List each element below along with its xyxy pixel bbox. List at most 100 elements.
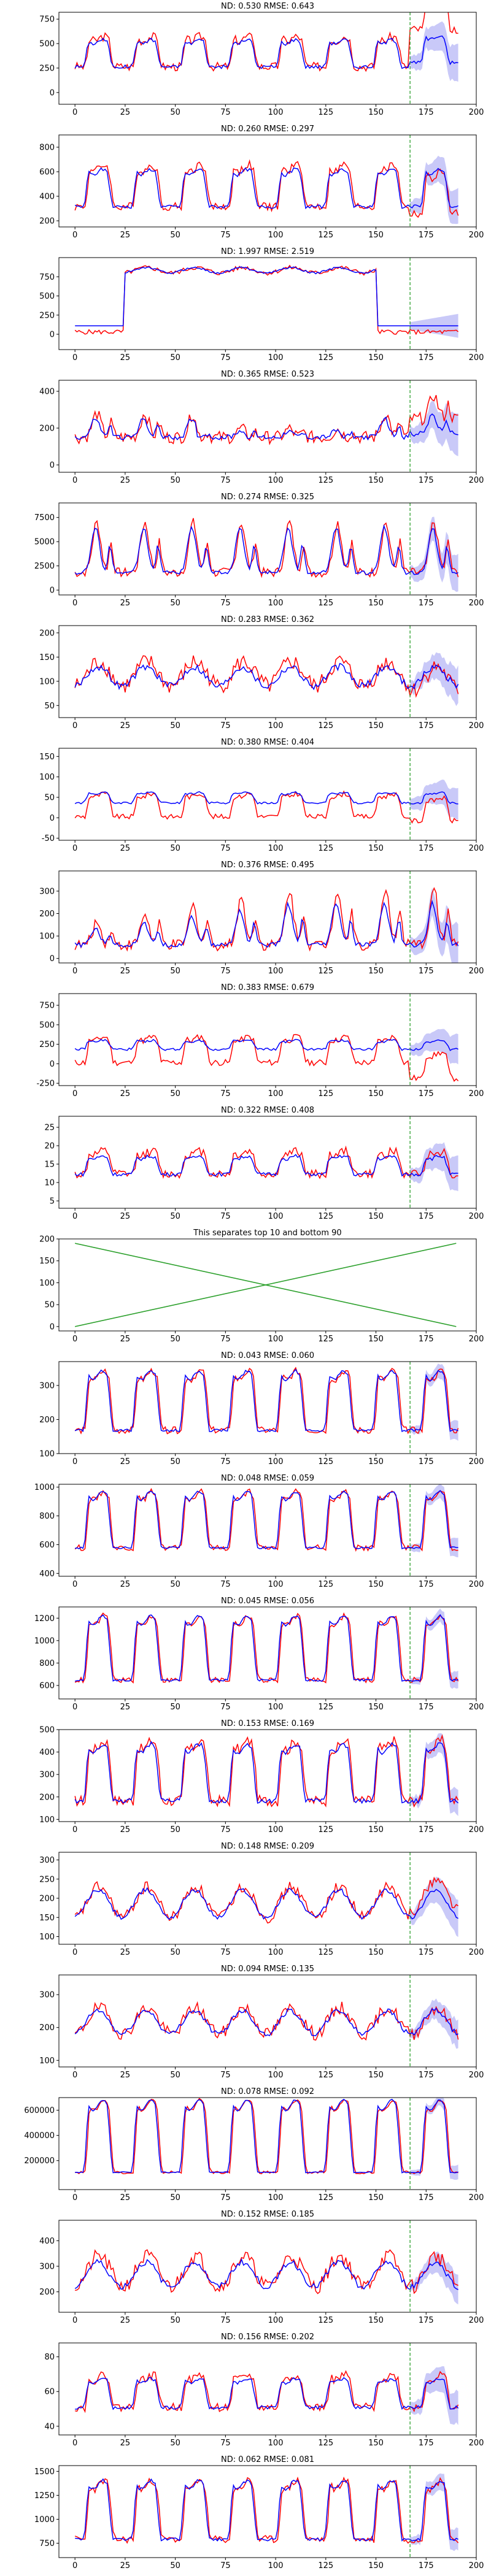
predicted-series-line <box>74 413 458 441</box>
y-tick-label: 5 <box>50 1197 55 1206</box>
chart-panel-6: ND: 0.283 RMSE: 0.362 0 25 50 75 100 125 150 175… <box>39 615 484 730</box>
prediction-interval-band <box>410 780 458 820</box>
plot-area <box>74 2220 458 2312</box>
x-tick-label: 175 <box>419 2561 434 2570</box>
x-tick-label: 0 <box>72 2439 77 2448</box>
predicted-series-line <box>75 2377 459 2410</box>
chart-panel-3: ND: 1.997 RMSE: 2.519 0 25 50 75 100 125 150 175… <box>39 247 484 362</box>
panel-title: ND: 0.048 RMSE: 0.059 <box>221 1474 314 1483</box>
x-tick-label: 50 <box>170 1089 180 1098</box>
prediction-interval-band <box>410 2252 458 2305</box>
panel-title: ND: 0.260 RMSE: 0.297 <box>221 125 314 134</box>
x-tick-label: 25 <box>120 476 131 485</box>
x-tick-label: 175 <box>419 1580 434 1589</box>
y-tick-label: 300 <box>39 1856 55 1865</box>
x-tick-label: 0 <box>72 1825 77 1834</box>
chart-panel-8: ND: 0.376 RMSE: 0.495 0 25 50 75 100 125 150 175… <box>39 861 484 976</box>
y-tick-label: 300 <box>39 887 55 896</box>
axes-frame <box>58 2220 477 2313</box>
x-tick-label: 25 <box>120 1825 131 1834</box>
x-tick-label: 75 <box>220 599 231 608</box>
y-tick-label: 1000 <box>34 2515 55 2524</box>
predicted-series-line <box>74 1490 458 1550</box>
x-tick-label: 150 <box>368 2071 384 2080</box>
x-tick-label: 175 <box>419 2193 434 2202</box>
plot-area <box>74 1975 459 2067</box>
x-tick-label: 175 <box>419 1825 434 1834</box>
y-tick-label: 500 <box>39 40 55 49</box>
chart-panel-9: ND: 0.383 RMSE: 0.679 0 25 50 75 100 125 150 175… <box>36 983 484 1098</box>
x-tick-label: 150 <box>368 476 384 485</box>
axes-frame <box>58 2465 477 2558</box>
x-tick-label: 75 <box>220 1948 231 1957</box>
prediction-interval-band <box>410 2366 458 2426</box>
y-tick-label: 200 <box>39 217 55 226</box>
y-tick-label: 0 <box>50 814 55 823</box>
x-tick-label: 25 <box>120 1703 131 1712</box>
panel-title: ND: 0.062 RMSE: 0.081 <box>221 2455 314 2464</box>
predicted-series-line <box>74 1614 458 1682</box>
prediction-interval-band <box>410 21 458 82</box>
x-tick-label: 25 <box>120 844 131 853</box>
panel-title: This separates top 10 and bottom 90 <box>193 1229 341 1238</box>
x-tick-label: 200 <box>469 476 484 485</box>
actual-series-line <box>75 2249 458 2294</box>
x-tick-label: 25 <box>120 967 131 976</box>
x-tick-label: 100 <box>268 721 284 730</box>
panel-title: ND: 0.148 RMSE: 0.209 <box>221 1842 314 1851</box>
actual-series-line <box>74 1033 459 1082</box>
y-tick-label: 800 <box>39 1512 55 1521</box>
y-tick-label: 15 <box>44 1160 55 1170</box>
y-tick-label: 20 <box>44 1142 55 1151</box>
y-tick-label: 600 <box>39 168 55 177</box>
chart-panel-18: ND: 0.078 RMSE: 0.092 0 25 50 75 100 125 150 175… <box>24 2087 484 2202</box>
x-tick-label: 75 <box>220 1089 231 1098</box>
x-tick-label: 150 <box>368 2193 384 2202</box>
prediction-interval-band <box>410 1029 458 1065</box>
plot-area <box>74 503 459 595</box>
axes-frame <box>58 748 477 841</box>
y-tick-label: 400 <box>39 193 55 202</box>
x-tick-label: 100 <box>268 1580 284 1589</box>
y-tick-label: 750 <box>39 15 55 25</box>
x-tick-label: 125 <box>318 2439 333 2448</box>
y-tick-label: 400 <box>39 1748 55 1757</box>
x-tick-label: 50 <box>170 231 180 240</box>
x-tick-label: 100 <box>268 599 284 608</box>
x-tick-label: 50 <box>170 353 180 362</box>
x-tick-label: 150 <box>368 967 384 976</box>
panel-title: ND: 0.376 RMSE: 0.495 <box>221 861 314 870</box>
x-tick-label: 50 <box>170 108 180 117</box>
panel-title: ND: 0.043 RMSE: 0.060 <box>221 1351 314 1360</box>
actual-series-line <box>74 887 459 952</box>
x-tick-label: 150 <box>368 108 384 117</box>
x-tick-label: 50 <box>170 599 180 608</box>
y-tick-label: 750 <box>39 2539 55 2548</box>
x-tick-label: 25 <box>120 1089 131 1098</box>
y-tick-label: 0 <box>50 1322 55 1332</box>
y-tick-label: 100 <box>39 773 55 782</box>
x-tick-label: 25 <box>120 353 131 362</box>
x-tick-label: 200 <box>469 721 484 730</box>
y-tick-label: 250 <box>39 311 55 320</box>
y-tick-label: 200 <box>39 424 55 434</box>
axes-frame <box>58 1606 477 1700</box>
y-tick-label: 100 <box>39 932 55 941</box>
x-tick-label: 75 <box>220 476 231 485</box>
y-tick-label: 500 <box>39 1726 55 1735</box>
y-tick-label: 200 <box>39 1416 55 1425</box>
x-tick-label: 50 <box>170 721 180 730</box>
axes-frame <box>58 1361 477 1454</box>
axes-frame <box>58 1484 477 1577</box>
x-tick-label: 100 <box>268 476 284 485</box>
x-tick-label: 50 <box>170 2193 180 2202</box>
plot-area <box>74 1116 458 1208</box>
panel-title: ND: 0.530 RMSE: 0.643 <box>221 2 314 11</box>
chart-panel-2: ND: 0.260 RMSE: 0.297 0 25 50 75 100 125 150 175… <box>39 125 484 240</box>
y-tick-label: 150 <box>39 653 55 662</box>
x-tick-label: 125 <box>318 967 333 976</box>
x-tick-label: 50 <box>170 1703 180 1712</box>
x-tick-label: 175 <box>419 721 434 730</box>
x-tick-label: 0 <box>72 844 77 853</box>
x-tick-label: 0 <box>72 1948 77 1957</box>
